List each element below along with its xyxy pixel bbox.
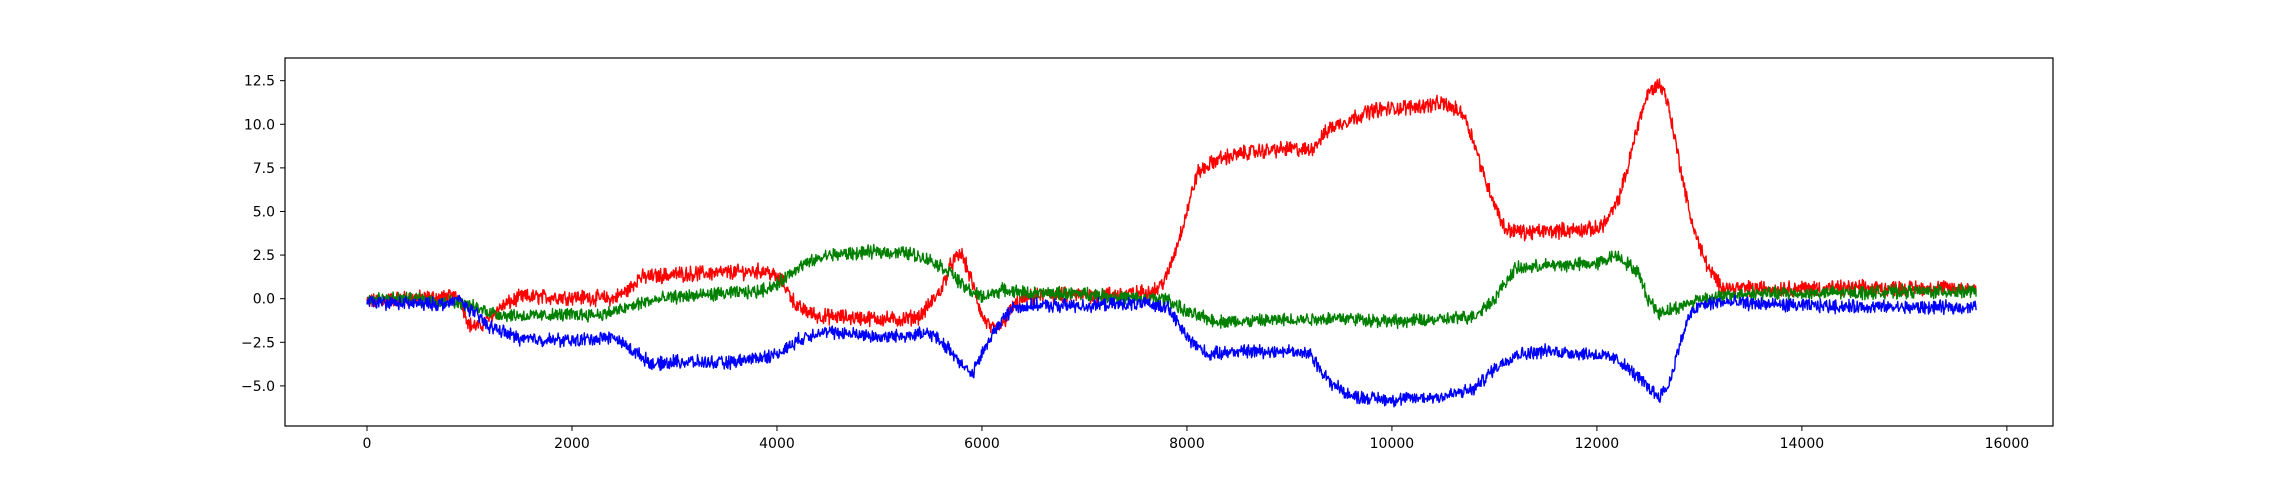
- x-tick-label: 12000: [1575, 436, 1620, 452]
- series-layer: [366, 78, 1977, 408]
- x-tick-label: 8000: [1169, 436, 1205, 452]
- y-tick-label: 7.5: [253, 161, 275, 177]
- y-tick-label: 10.0: [244, 117, 275, 133]
- x-tick-label: 0: [363, 436, 372, 452]
- x-tick-label: 4000: [759, 436, 795, 452]
- y-tick-label: −5.0: [241, 379, 275, 395]
- x-tick-label: 2000: [554, 436, 590, 452]
- series-line-3: [366, 294, 1977, 408]
- x-tick-label: 16000: [1985, 436, 2030, 452]
- y-tick-label: −2.5: [241, 335, 275, 351]
- plot-frame: [284, 57, 2054, 427]
- series-line-1: [366, 78, 1977, 334]
- series-line-2: [366, 243, 1977, 330]
- x-tick-label: 6000: [964, 436, 1000, 452]
- x-axis: 0 2000 4000 6000 8000 10000 12000 14000 16000: [363, 426, 2030, 452]
- y-tick-label: 12.5: [244, 74, 275, 90]
- x-tick-label: 10000: [1370, 436, 1415, 452]
- y-axis: −5.0 −2.5 0.0 2.5 5.0 7.5 10.0 12.5: [241, 74, 285, 395]
- y-tick-label: 0.0: [253, 292, 275, 308]
- y-tick-label: 5.0: [253, 204, 275, 220]
- x-tick-label: 14000: [1780, 436, 1825, 452]
- y-tick-label: 2.5: [253, 248, 275, 264]
